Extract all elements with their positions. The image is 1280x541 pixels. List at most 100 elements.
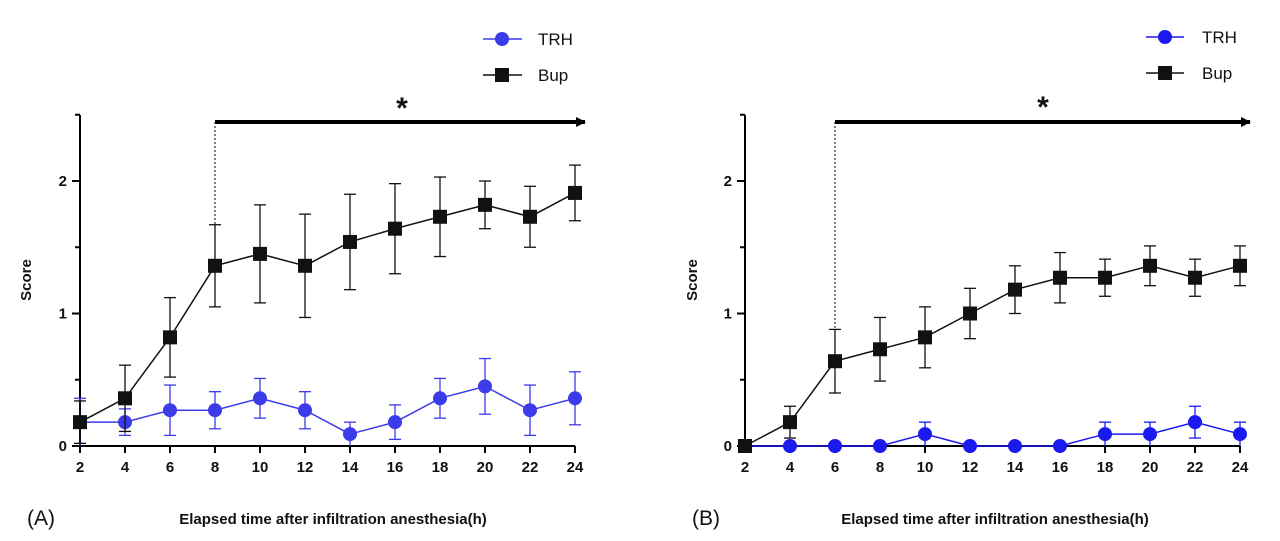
panel-b-x-tick-label: 14 (1007, 459, 1024, 476)
panel-b-series-bup-point (783, 415, 797, 430)
panel-a-x-tick-label: 6 (166, 459, 174, 476)
panel-a-x-tick-label: 4 (121, 459, 130, 476)
panel-a-significance-star: * (396, 92, 408, 125)
panel-b-series-bup-point (1098, 270, 1112, 285)
panel-a-series-bup-point (253, 246, 267, 261)
panel-a-y-axis-title: Score (18, 259, 35, 301)
panel-a-legend-trh-label: TRH (538, 30, 573, 49)
panel-b-significance-star: * (1037, 91, 1049, 124)
panel-b-legend-trh-label: TRH (1202, 28, 1237, 47)
panel-a-series-trh-point (523, 403, 537, 418)
panel-a-series-trh-point (253, 391, 267, 406)
panel-a-y-tick-label: 1 (59, 306, 67, 323)
panel-b-series-trh-point (873, 439, 887, 453)
panel-b-series-bup-point (873, 342, 887, 357)
panel-b-x-tick-label: 12 (962, 459, 979, 476)
panel-a-series-bup-point (208, 258, 222, 273)
panel-a-y-tick-label: 2 (59, 173, 67, 190)
panel-b-y-tick-label: 2 (724, 173, 732, 190)
panel-b-series-bup-line (744, 265, 1241, 447)
panel-a-series-bup-point (388, 221, 402, 236)
panel-a-series-bup-point (73, 415, 87, 430)
panel-a-series-trh-point (568, 391, 582, 406)
panel-a-legend-trh-marker (495, 32, 509, 46)
panel-a-x-tick-label: 10 (252, 459, 269, 476)
panel-b-series-trh-point (783, 439, 797, 453)
panel-b-series-trh-point (918, 427, 932, 442)
panel-a-x-axis-title: Elapsed time after infiltration anesthes… (179, 511, 487, 528)
panel-b-series-bup-point (918, 330, 932, 345)
panel-b-series-trh-point (1053, 439, 1067, 453)
panel-b-series-bup-point (1188, 270, 1202, 285)
panel-a-x-tick-label: 2 (76, 459, 84, 476)
panel-b-x-tick-label: 2 (741, 459, 749, 476)
panel-a-series-bup-line (79, 192, 576, 423)
panel-b-legend-bup-marker (1158, 66, 1172, 80)
panel-b-x-tick-label: 16 (1052, 459, 1069, 476)
panel-b-series-bup-point (1143, 258, 1157, 273)
panel-a-series-trh-point (343, 427, 357, 442)
panel-b-y-tick-label: 1 (724, 306, 732, 323)
panel-a-series-trh-point (208, 403, 222, 418)
panel-b-x-tick-label: 18 (1097, 459, 1114, 476)
panel-a-series-trh-point (163, 403, 177, 418)
panel-b-series-trh-line (745, 421, 1241, 447)
panel-a-legend: TRH Bup (483, 30, 573, 85)
panel-a-legend-bup-marker (495, 68, 509, 82)
panel-b-legend: TRH Bup (1146, 28, 1237, 83)
panel-a-series-trh-point (433, 391, 447, 406)
panel-b-legend-bup-label: Bup (1202, 64, 1232, 83)
panel-b-label: (B) (692, 507, 720, 530)
panel-b-x-tick-label: 22 (1187, 459, 1204, 476)
panel-a-legend-bup-label: Bup (538, 66, 568, 85)
panel-a-label: (A) (27, 507, 55, 530)
panel-a-series-bup-point (118, 391, 132, 406)
panel-b-x-tick-label: 4 (786, 459, 795, 476)
panel-b-x-tick-label: 24 (1232, 459, 1249, 476)
panel-b-series-bup-point (1053, 270, 1067, 285)
panel-a-x-tick-label: 12 (297, 459, 314, 476)
panel-b-series-trh-point (1098, 427, 1112, 442)
panel-b-series-trh-point (1233, 427, 1247, 442)
panel-b-series-trh-point (963, 439, 977, 453)
panel-a-y-tick-label: 0 (59, 438, 67, 455)
panel-a-series-bup-point (478, 197, 492, 212)
panel-b-x-tick-label: 6 (831, 459, 839, 476)
panel-a-series-bup-point (568, 185, 582, 200)
panel-a-x-tick-label: 16 (387, 459, 404, 476)
panel-a-series-trh-point (388, 415, 402, 430)
panel-a-series-bup-point (523, 209, 537, 224)
panel-b-series-bup-point (828, 354, 842, 369)
panel-a-x-tick-label: 24 (567, 459, 584, 476)
panel-b-series-trh-point (1188, 415, 1202, 430)
panel-a-x-tick-label: 18 (432, 459, 449, 476)
panel-a-x-tick-label: 20 (477, 459, 494, 476)
panel-b-x-tick-label: 10 (917, 459, 934, 476)
panel-b-series-trh-point (828, 439, 842, 453)
panel-b-series-bup-point (1008, 282, 1022, 297)
panel-a-series-bup-point (343, 234, 357, 249)
panel-b-series-bup-point (963, 306, 977, 321)
panel-a-series-bup-point (298, 258, 312, 273)
panel-b-series-bup-point (1233, 258, 1247, 273)
panel-b-y-axis-title: Score (684, 259, 701, 301)
panel-a-x-tick-label: 22 (522, 459, 539, 476)
panel-a-series-bup-point (433, 209, 447, 224)
panel-b-series-trh-point (1008, 439, 1022, 453)
panel-b-x-tick-label: 20 (1142, 459, 1159, 476)
panel-a-x-tick-label: 8 (211, 459, 219, 476)
panel-a-series-bup-point (163, 330, 177, 345)
panel-b-legend-trh-marker (1158, 30, 1172, 44)
panel-b-y-tick-label: 0 (724, 438, 732, 455)
panel-b-series-bup-point (738, 439, 752, 453)
panel-b-series-trh-point (1143, 427, 1157, 442)
panel-b-x-axis-title: Elapsed time after infiltration anesthes… (841, 511, 1149, 528)
panel-a-x-tick-label: 14 (342, 459, 359, 476)
panel-b-x-tick-label: 8 (876, 459, 884, 476)
panel-a-series-trh-line (80, 385, 576, 435)
